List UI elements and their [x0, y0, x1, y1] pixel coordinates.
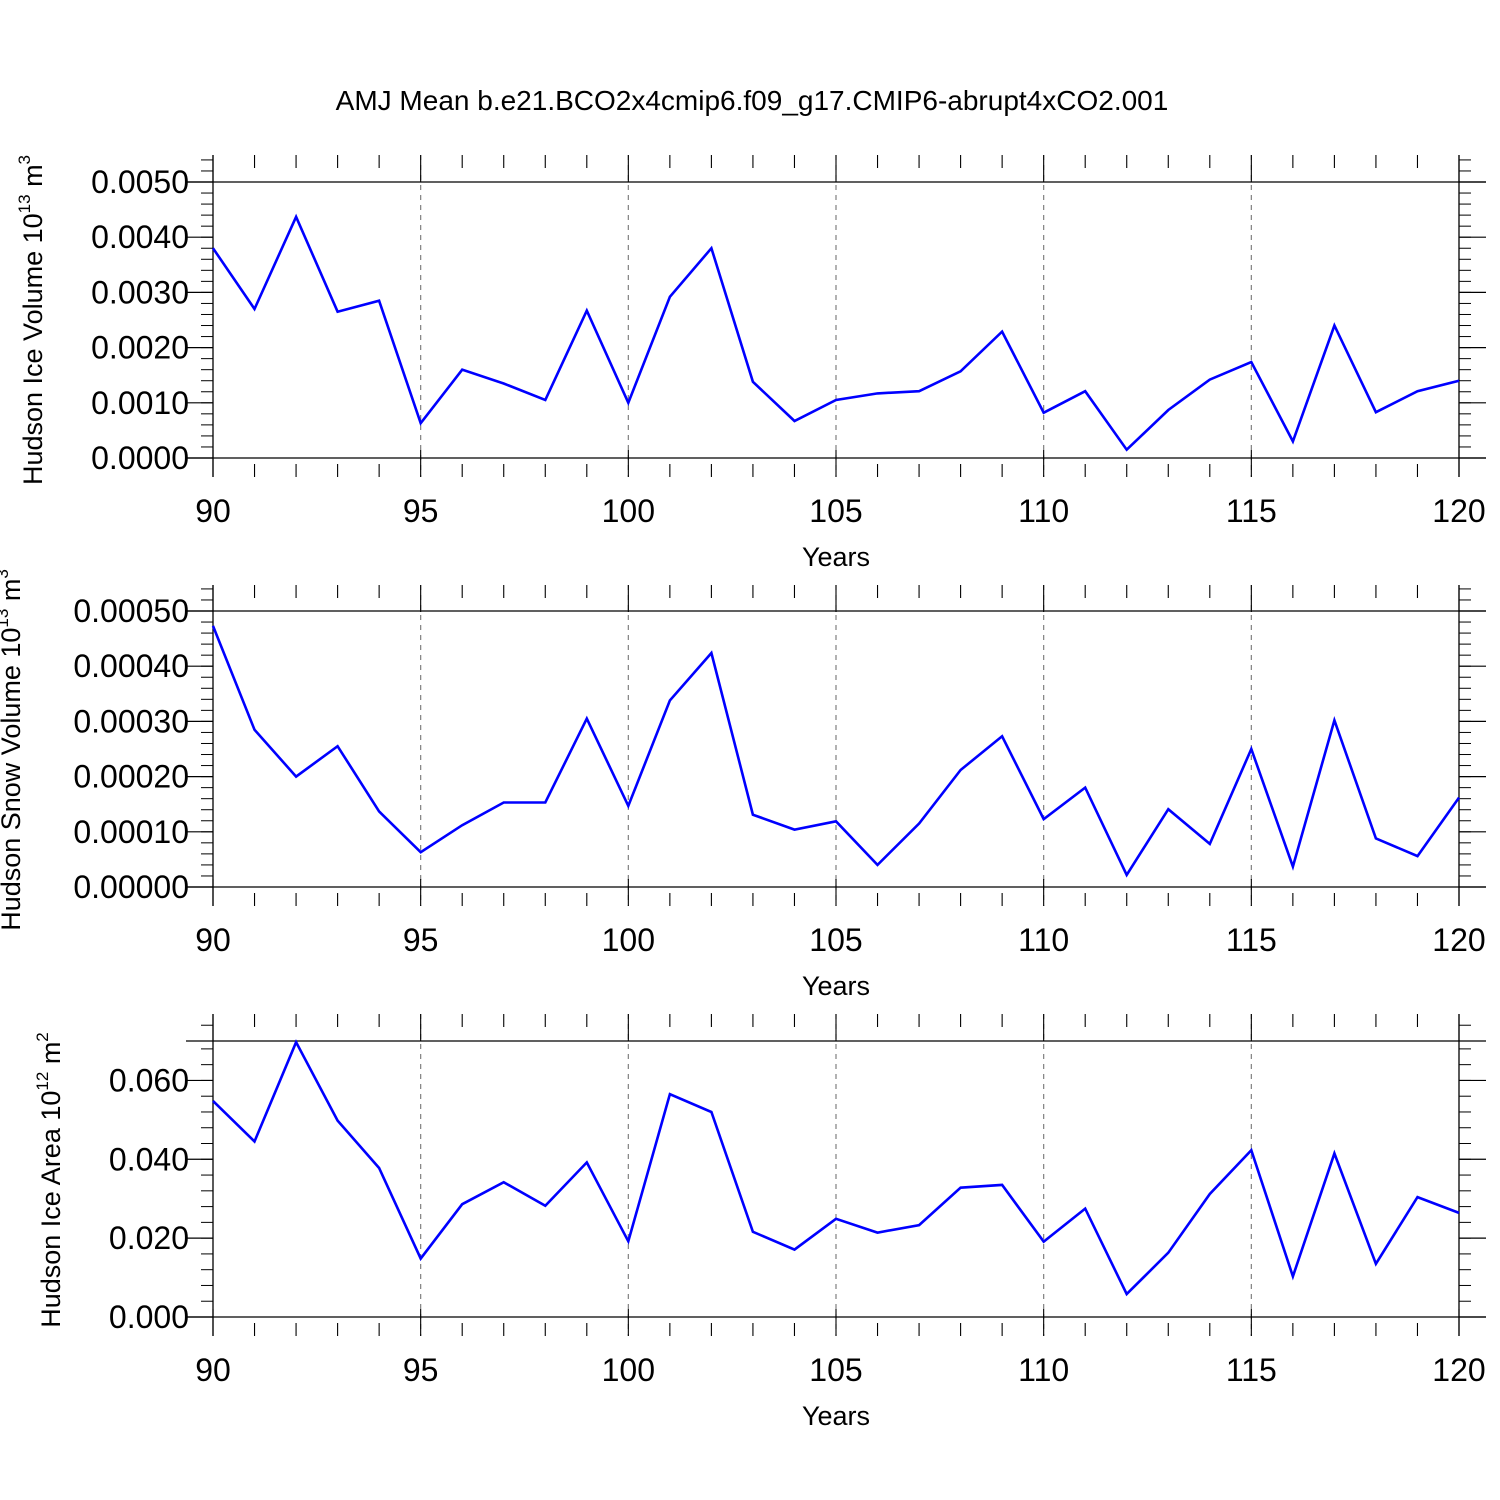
- y-axis-label-base: Hudson Snow Volume 10: [0, 628, 26, 931]
- y-tick-label: 0.00000: [73, 869, 189, 905]
- y-axis-label-exp: 12: [33, 1072, 52, 1091]
- y-axis-label-base: Hudson Ice Volume 10: [18, 213, 48, 485]
- y-axis-label: Hudson Ice Volume 1013 m3: [15, 155, 48, 485]
- panel-2: 0.00000 0.00010 0.00020 0.00030 0.00040 0.000…: [0, 569, 1486, 1001]
- y-tick-label: 0.00050: [73, 593, 189, 629]
- x-tick-label: 95: [403, 493, 439, 529]
- y-tick-label: 0.0000: [91, 440, 189, 476]
- x-tick-label: 115: [1226, 493, 1277, 529]
- x-tick-label: 120: [1432, 493, 1485, 529]
- x-tick-label: 115: [1226, 1352, 1277, 1388]
- y-axis-label-unit_exp: 3: [15, 155, 34, 164]
- x-axis-label: Years: [802, 542, 870, 572]
- panel-1: 0.0000 0.0010 0.0020 0.0030 0.0040 0.0050 90 95…: [15, 155, 1486, 572]
- x-tick-label: 120: [1432, 1352, 1485, 1388]
- y-axis-label-unit_exp: 3: [0, 569, 12, 578]
- series-line: [212, 1039, 1460, 1297]
- y-tick-label: 0.0010: [91, 385, 189, 421]
- x-axis-label: Years: [802, 1401, 870, 1431]
- y-tick-label: 0.00020: [73, 759, 189, 795]
- x-tick-label: 95: [403, 1352, 439, 1388]
- y-tick-label: 0.060: [109, 1062, 189, 1098]
- y-axis-label-unit: m: [18, 164, 48, 194]
- y-tick-label: 0.040: [109, 1141, 189, 1177]
- x-tick-label: 90: [195, 493, 231, 529]
- x-tick-label: 100: [602, 493, 655, 529]
- x-tick-label: 105: [809, 1352, 862, 1388]
- panel-3: 0.000 0.020 0.040 0.060 90 95 100 105 110 115 120 Y…: [33, 1014, 1486, 1431]
- x-tick-label: 90: [195, 1352, 231, 1388]
- figure-title: AMJ Mean b.e21.BCO2x4cmip6.f09_g17.CMIP6…: [336, 85, 1169, 116]
- x-tick-label: 100: [602, 922, 655, 958]
- y-tick-label: 0.00010: [73, 814, 189, 850]
- x-tick-label: 120: [1432, 922, 1485, 958]
- y-axis-label-exp: 13: [0, 609, 12, 628]
- x-tick-label: 105: [809, 493, 862, 529]
- y-tick-label: 0.00030: [73, 703, 189, 739]
- x-tick-label: 110: [1018, 493, 1069, 529]
- x-tick-label: 95: [403, 922, 439, 958]
- y-tick-label: 0.0020: [91, 330, 189, 366]
- y-axis-label-unit_exp: 2: [33, 1032, 52, 1041]
- y-tick-label: 0.0030: [91, 274, 189, 310]
- x-tick-label: 105: [809, 922, 862, 958]
- x-tick-label: 110: [1018, 1352, 1069, 1388]
- y-tick-label: 0.0050: [91, 164, 189, 200]
- y-axis-label: Hudson Ice Area 1012 m2: [33, 1032, 66, 1328]
- y-tick-label: 0.000: [109, 1299, 189, 1335]
- x-tick-label: 100: [602, 1352, 655, 1388]
- x-tick-label: 110: [1018, 922, 1069, 958]
- y-axis-label-base: Hudson Ice Area 10: [36, 1091, 66, 1328]
- x-tick-label: 115: [1226, 922, 1277, 958]
- y-axis-label-unit: m: [0, 579, 26, 609]
- y-axis-label-exp: 13: [15, 194, 34, 213]
- y-axis-label-unit: m: [36, 1042, 66, 1072]
- y-axis-label: Hudson Snow Volume 1013 m3: [0, 569, 26, 931]
- series-line: [211, 625, 1461, 878]
- y-tick-label: 0.0040: [91, 219, 189, 255]
- y-tick-label: 0.020: [109, 1220, 189, 1256]
- series-line: [211, 213, 1460, 452]
- x-axis-label: Years: [802, 971, 870, 1001]
- y-tick-label: 0.00040: [73, 648, 189, 684]
- x-tick-label: 90: [195, 922, 231, 958]
